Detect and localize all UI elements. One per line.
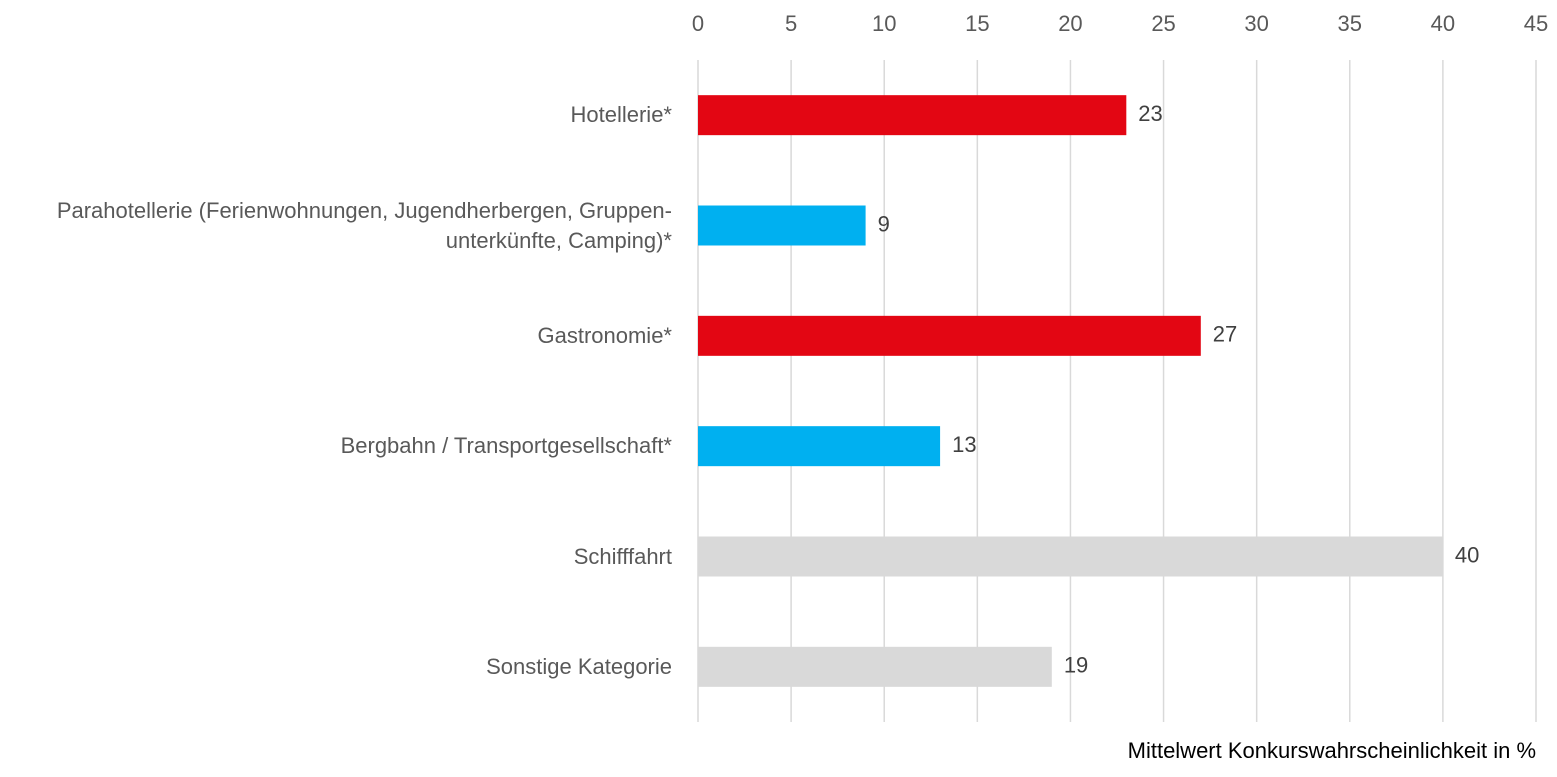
value-label: 13 bbox=[952, 432, 976, 457]
category-label: Hotellerie* bbox=[570, 102, 673, 128]
bar bbox=[698, 315, 1201, 356]
bar bbox=[698, 95, 1127, 136]
x-tick-label: 5 bbox=[785, 11, 797, 36]
x-tick-label: 40 bbox=[1431, 11, 1455, 36]
value-label: 23 bbox=[1138, 101, 1162, 126]
x-tick-label: 45 bbox=[1524, 11, 1548, 36]
x-tick-label: 20 bbox=[1058, 11, 1082, 36]
x-tick-label: 10 bbox=[872, 11, 896, 36]
value-label: 19 bbox=[1064, 653, 1088, 678]
value-label: 27 bbox=[1213, 322, 1237, 347]
x-tick-label: 25 bbox=[1151, 11, 1175, 36]
x-tick-label: 30 bbox=[1244, 11, 1268, 36]
bar bbox=[698, 426, 941, 467]
x-tick-label: 0 bbox=[692, 11, 704, 36]
value-label: 40 bbox=[1455, 542, 1479, 567]
bar bbox=[698, 205, 866, 246]
x-tick-label: 35 bbox=[1338, 11, 1362, 36]
category-label: Gastronomie* bbox=[537, 322, 672, 348]
category-label: Sonstige Kategorie bbox=[486, 653, 672, 679]
x-tick-label: 15 bbox=[965, 11, 989, 36]
category-label: Parahotellerie (Ferienwohnungen, Jugendh… bbox=[56, 197, 672, 253]
x-axis-label: Mittelwert Konkurswahrscheinlichkeit in … bbox=[1128, 738, 1536, 763]
category-label: Schifffahrt bbox=[573, 543, 672, 569]
bar bbox=[698, 536, 1443, 577]
value-label: 9 bbox=[878, 211, 890, 236]
category-label: Bergbahn / Transportgesellschaft* bbox=[340, 433, 672, 459]
bar bbox=[698, 646, 1052, 687]
